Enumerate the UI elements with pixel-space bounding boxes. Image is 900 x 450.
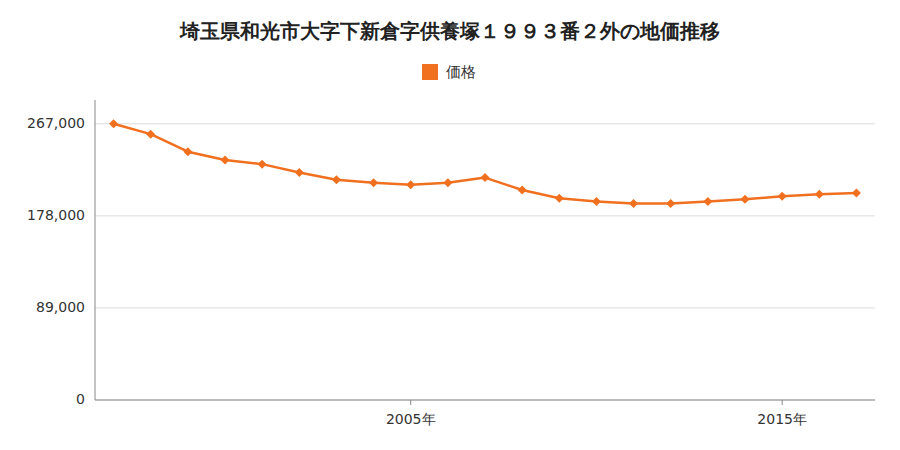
marker: [741, 195, 750, 204]
grid-line: [95, 400, 875, 401]
marker: [258, 160, 267, 169]
marker: [146, 130, 155, 139]
y-axis-line: [95, 100, 96, 400]
grid-line: [95, 123, 875, 124]
marker: [443, 178, 452, 187]
marker: [592, 197, 601, 206]
title: 埼玉県和光市大字下新倉字供養塚１９９３番２外の地価推移: [179, 19, 720, 43]
marker: [629, 199, 638, 208]
series-line: [114, 124, 857, 204]
marker: [332, 175, 341, 184]
plot-area: [109, 119, 861, 208]
marker: [555, 194, 564, 203]
grid: [95, 124, 875, 400]
grid-line: [95, 215, 875, 216]
marker: [703, 197, 712, 206]
x-tick-label: 2015年: [757, 411, 807, 427]
legend-swatch: [422, 64, 438, 80]
legend: 価格: [422, 63, 476, 81]
marker: [815, 190, 824, 199]
y-tick-label: 89,000: [36, 299, 85, 315]
marker: [295, 168, 304, 177]
x-tick-label: 2005年: [386, 411, 436, 427]
marker: [778, 192, 787, 201]
y-tick-label: 178,000: [27, 207, 85, 223]
x-axis-line: [95, 400, 875, 401]
marker: [183, 147, 192, 156]
grid-line: [95, 307, 875, 308]
chart-container: 0 89,000 178,000 267,000 2005年 2015年 埼玉県和光市大字下…: [0, 0, 900, 450]
marker: [852, 189, 861, 198]
x-tick: [410, 400, 411, 405]
y-tick-label: 0: [76, 391, 85, 407]
marker: [221, 156, 230, 165]
marker: [109, 119, 118, 128]
marker: [518, 186, 527, 195]
marker: [406, 180, 415, 189]
marker: [481, 173, 490, 182]
marker: [666, 199, 675, 208]
x-tick: [782, 400, 783, 405]
y-tick-label: 267,000: [27, 115, 85, 131]
marker: [369, 178, 378, 187]
legend-label: 価格: [446, 63, 476, 81]
chart-svg: 0 89,000 178,000 267,000 2005年 2015年 埼玉県和光市大字下…: [0, 0, 900, 450]
